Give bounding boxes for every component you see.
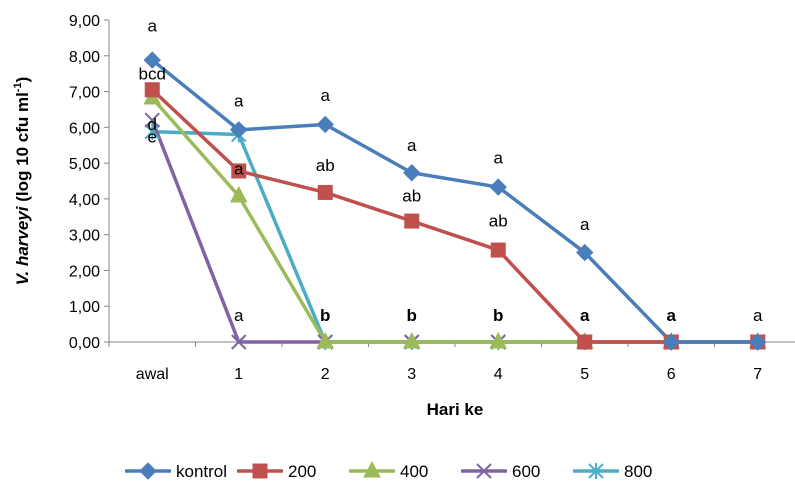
data-point-200 (405, 214, 419, 228)
y-tick-label: 8,00 (69, 49, 100, 66)
x-axis-title: Hari ke (427, 400, 484, 419)
legend-label: 800 (624, 462, 652, 481)
significance-label: ab (402, 186, 421, 205)
legend-label: 600 (512, 462, 540, 481)
y-axis-title: V. harveyi (log 10 cfu ml-1) (12, 77, 32, 286)
y-tick-label: 1,00 (69, 299, 100, 316)
significance-label: a (148, 16, 158, 35)
significance-label: e (148, 127, 157, 146)
x-tick-label: awal (136, 366, 169, 383)
y-axis-title-close: ) (13, 77, 32, 83)
legend-label: 200 (288, 462, 316, 481)
y-tick-label: 4,00 (69, 192, 100, 209)
significance-label: a (753, 306, 763, 325)
significance-label: a (580, 306, 590, 325)
y-axis-title-superscript: -1 (12, 82, 24, 92)
significance-label: ab (489, 211, 508, 230)
x-tick-label: 1 (234, 366, 243, 383)
data-point-kontrol (317, 116, 333, 132)
y-tick-label: 6,00 (69, 120, 100, 137)
y-tick-label: 0,00 (69, 335, 100, 352)
significance-label: b (493, 306, 503, 325)
x-ticks: awal 1 2 3 4 5 6 7 (109, 342, 795, 383)
significance-label: a (234, 159, 244, 178)
x-tick-label: 7 (753, 366, 762, 383)
significance-label: bcd (139, 65, 166, 84)
significance-label: a (234, 92, 244, 111)
data-point-200 (318, 185, 332, 199)
y-tick-label: 3,00 (69, 228, 100, 245)
legend: kontrol 200 400 600 800 (125, 462, 652, 481)
legend-marker (140, 463, 156, 479)
significance-label: b (320, 306, 330, 325)
x-tick-label: 4 (494, 366, 503, 383)
y-axis-title-unit: (log 10 cfu ml (13, 92, 32, 206)
significance-label: a (407, 136, 417, 155)
x-tick-label: 5 (580, 366, 589, 383)
y-tick-label: 7,00 (69, 85, 100, 102)
data-point-200 (145, 83, 159, 97)
data-point-200 (491, 243, 505, 257)
significance-label: a (580, 215, 590, 234)
data-point-kontrol (404, 165, 420, 181)
x-tick-label: 6 (667, 366, 676, 383)
legend-item-400: 400 (349, 462, 428, 481)
legend-item-800: 800 (573, 462, 652, 481)
legend-label: kontrol (176, 462, 227, 481)
y-tick-label: 9,00 (69, 13, 100, 30)
significance-label: a (321, 86, 331, 105)
data-point-200 (578, 335, 592, 349)
x-tick-label: 2 (321, 366, 330, 383)
significance-label: a (494, 149, 504, 168)
legend-item-600: 600 (461, 462, 540, 481)
legend-item-200: 200 (237, 462, 316, 481)
significance-label: ab (316, 156, 335, 175)
legend-marker (253, 464, 267, 478)
x-tick-label: 3 (407, 366, 416, 383)
significance-label: b (407, 306, 417, 325)
y-tick-label: 2,00 (69, 263, 100, 280)
y-ticks: 0,00 1,00 2,00 3,00 4,00 5,00 6,00 7,00 8,00 9,00 (69, 13, 109, 352)
significance-label: a (667, 306, 677, 325)
legend-item-kontrol: kontrol (125, 462, 227, 481)
legend-label: 400 (400, 462, 428, 481)
y-tick-label: 5,00 (69, 156, 100, 173)
y-axis-title-species: V. harveyi (13, 205, 32, 285)
significance-label: a (234, 306, 244, 325)
